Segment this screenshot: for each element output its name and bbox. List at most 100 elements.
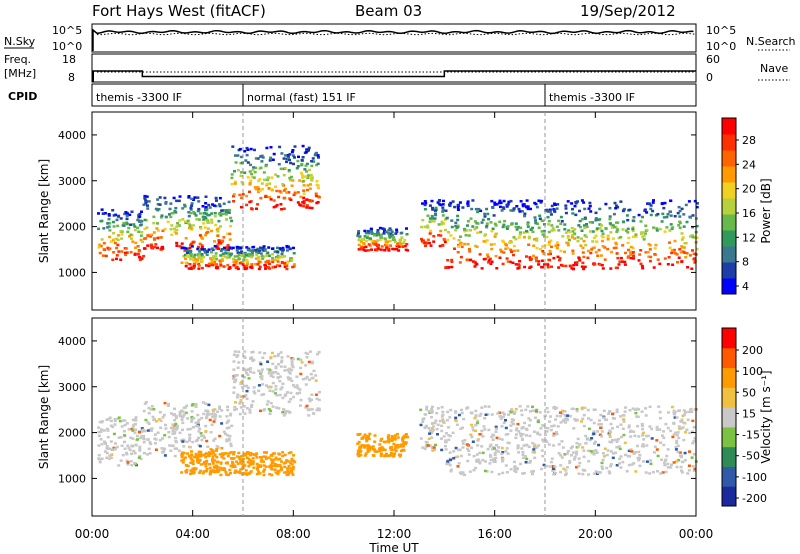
echo-cell bbox=[233, 255, 237, 258]
echo-cell bbox=[274, 392, 277, 395]
echo-cell bbox=[432, 240, 436, 243]
echo-cell bbox=[207, 203, 211, 207]
echo-cell bbox=[234, 260, 238, 264]
echo-cell bbox=[221, 252, 225, 256]
echo-cell bbox=[268, 267, 272, 270]
echo-cell bbox=[210, 469, 214, 473]
echo-cell bbox=[557, 229, 561, 232]
echo-cell bbox=[278, 145, 282, 149]
echo-cell bbox=[466, 200, 470, 203]
echo-cell bbox=[483, 215, 487, 218]
echo-cell bbox=[225, 252, 229, 255]
echo-cell bbox=[136, 252, 140, 256]
echo-cell bbox=[289, 461, 293, 465]
echo-cell bbox=[222, 236, 226, 239]
echo-cell bbox=[284, 154, 288, 157]
echo-cell bbox=[399, 445, 403, 448]
echo-cell bbox=[430, 410, 434, 413]
echo-cell bbox=[302, 196, 306, 200]
echo-cell bbox=[682, 438, 686, 442]
echo-cell bbox=[449, 201, 453, 205]
echo-cell bbox=[300, 162, 304, 166]
echo-cell bbox=[665, 226, 669, 229]
echo-cell bbox=[608, 222, 612, 225]
echo-cell bbox=[668, 241, 671, 244]
echo-cell bbox=[424, 201, 428, 205]
echo-cell bbox=[283, 262, 287, 265]
echo-cell bbox=[189, 249, 193, 253]
echo-cell bbox=[207, 413, 211, 416]
echo-cell bbox=[469, 433, 473, 436]
echo-cell bbox=[440, 448, 444, 452]
echo-cell bbox=[289, 198, 293, 201]
echo-cell bbox=[225, 218, 228, 221]
echo-cell bbox=[219, 263, 223, 267]
echo-cell bbox=[266, 400, 270, 403]
echo-cell bbox=[531, 441, 535, 445]
echo-cell bbox=[423, 225, 427, 229]
echo-cell bbox=[544, 433, 547, 437]
echo-cell bbox=[421, 446, 425, 449]
echo-cell bbox=[205, 468, 209, 471]
echo-cell bbox=[419, 408, 423, 412]
echo-cell bbox=[274, 385, 278, 388]
echo-cell bbox=[156, 222, 159, 225]
echo-cell bbox=[202, 255, 206, 259]
echo-cell bbox=[450, 260, 454, 263]
echo-cell bbox=[243, 255, 247, 259]
echo-cell bbox=[436, 201, 440, 204]
echo-cell bbox=[259, 371, 263, 374]
echo-cell bbox=[533, 451, 536, 454]
echo-cell bbox=[287, 191, 291, 194]
echo-cell bbox=[603, 447, 607, 450]
echo-cell bbox=[600, 264, 604, 267]
echo-cell bbox=[301, 201, 305, 204]
echo-cell bbox=[501, 457, 505, 460]
echo-cell bbox=[473, 227, 477, 231]
echo-cell bbox=[200, 243, 204, 247]
echo-cell bbox=[497, 201, 501, 205]
echo-cell bbox=[108, 235, 112, 239]
echo-cell bbox=[161, 437, 164, 440]
echo-cell bbox=[504, 419, 507, 422]
echo-cell bbox=[601, 245, 605, 248]
echo-cell bbox=[396, 242, 400, 245]
echo-cell bbox=[662, 206, 666, 210]
echo-cell bbox=[227, 248, 230, 252]
echo-cell bbox=[250, 172, 254, 176]
echo-cell bbox=[583, 406, 587, 410]
echo-cell bbox=[608, 206, 612, 210]
echo-cell bbox=[396, 445, 400, 448]
echo-cell bbox=[384, 240, 388, 244]
echo-cell bbox=[430, 217, 434, 220]
echo-cell bbox=[427, 437, 431, 440]
echo-cell bbox=[686, 418, 690, 422]
echo-cell bbox=[611, 456, 615, 460]
echo-cell bbox=[356, 449, 360, 453]
echo-cell bbox=[672, 409, 676, 413]
echo-cell bbox=[556, 243, 560, 247]
echo-cell bbox=[566, 200, 570, 203]
echo-cell bbox=[227, 426, 231, 429]
echo-cell bbox=[684, 256, 688, 259]
echo-cell bbox=[240, 386, 244, 389]
echo-cell bbox=[233, 408, 237, 412]
echo-cell bbox=[207, 248, 211, 251]
echo-cell bbox=[603, 246, 607, 249]
echo-cell bbox=[292, 395, 295, 399]
echo-cell bbox=[452, 457, 456, 460]
echo-cell bbox=[616, 206, 620, 209]
echo-cell bbox=[263, 408, 266, 411]
echo-cell bbox=[667, 411, 670, 414]
echo-cell bbox=[661, 212, 665, 216]
echo-cell bbox=[592, 430, 596, 433]
echo-cell bbox=[608, 435, 612, 439]
echo-cell bbox=[616, 425, 620, 429]
echo-cell bbox=[592, 442, 596, 445]
echo-cell bbox=[295, 375, 299, 378]
echo-cell bbox=[104, 254, 108, 258]
echo-cell bbox=[208, 473, 212, 476]
colorbar-tick-label: 4 bbox=[742, 280, 749, 293]
echo-cell bbox=[207, 454, 210, 457]
echo-cell bbox=[305, 170, 308, 173]
